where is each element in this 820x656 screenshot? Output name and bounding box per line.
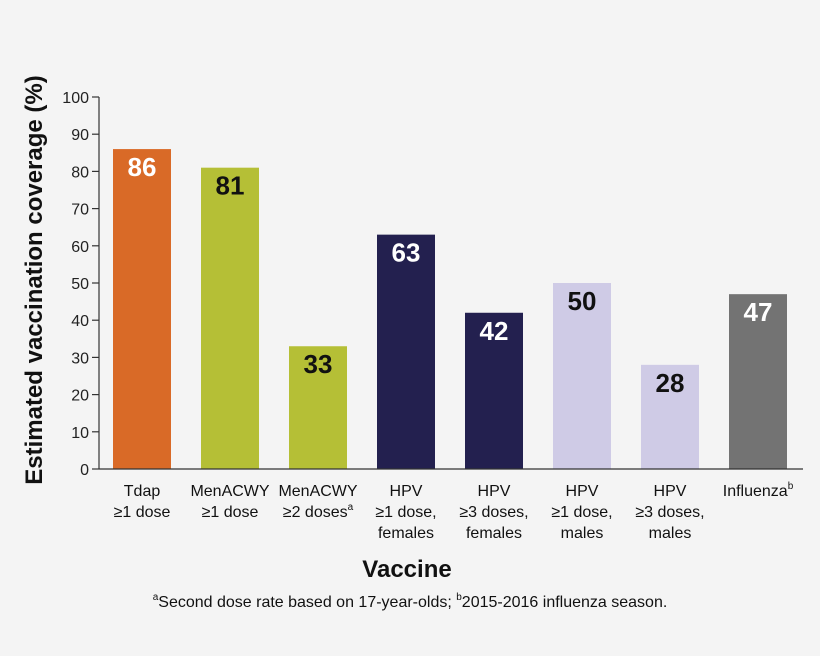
bar bbox=[465, 312, 523, 469]
x-axis: Tdap ≥1 dose MenACWY ≥1 dose MenACWY ≥2 doses… bbox=[99, 468, 803, 542]
x-tick-label: MenACWY bbox=[190, 483, 269, 500]
x-axis-title: Vaccine bbox=[362, 556, 451, 583]
bar bbox=[641, 364, 699, 469]
footnote-mark-b: b bbox=[456, 592, 462, 603]
bar bbox=[729, 294, 787, 469]
bar-value-label: 50 bbox=[568, 286, 597, 316]
y-tick-label: 40 bbox=[71, 313, 89, 330]
x-tick-label: HPV bbox=[566, 483, 599, 500]
bar bbox=[377, 234, 435, 469]
y-tick-label: 60 bbox=[71, 239, 89, 256]
x-tick-label: MenACWY bbox=[278, 483, 357, 500]
x-tick-label: ≥1 dose bbox=[202, 504, 259, 521]
x-tick-label: ≥3 doses, bbox=[635, 504, 704, 521]
y-tick-label: 100 bbox=[62, 90, 89, 107]
x-tick-label: HPV bbox=[654, 483, 687, 500]
bars: 86 81 33 63 42 50 28 47 bbox=[113, 149, 787, 469]
bar-value-label: 28 bbox=[656, 368, 685, 398]
y-tick-label: 90 bbox=[71, 127, 89, 144]
footnote-text-a: Second dose rate based on 17-year-olds; bbox=[158, 594, 457, 611]
y-axis-title: Estimated vaccination coverage (%) bbox=[21, 75, 48, 484]
footnote: aSecond dose rate based on 17-year-olds;… bbox=[0, 592, 820, 612]
bar-value-label: 33 bbox=[304, 349, 333, 379]
x-tick-label: males bbox=[561, 525, 604, 542]
x-tick-label: ≥1 dose, bbox=[551, 504, 612, 521]
x-tick-label-superscript: a bbox=[348, 502, 354, 513]
bar bbox=[113, 149, 171, 469]
x-tick-label: ≥1 dose bbox=[114, 504, 171, 521]
bar bbox=[201, 167, 259, 469]
y-axis: 0 10 20 30 40 50 60 70 80 90 100 bbox=[62, 90, 100, 479]
bar-value-label: 81 bbox=[216, 171, 245, 201]
y-tick-label: 70 bbox=[71, 202, 89, 219]
bar-value-label: 63 bbox=[392, 238, 421, 268]
x-tick-label: females bbox=[466, 525, 522, 542]
bar-value-label: 47 bbox=[744, 297, 773, 327]
x-tick-label: ≥1 dose, bbox=[375, 504, 436, 521]
y-tick-label: 10 bbox=[71, 425, 89, 442]
footnote-text-b: 2015-2016 influenza season. bbox=[461, 594, 668, 611]
bar bbox=[289, 346, 347, 469]
x-tick-label: ≥2 dosesa bbox=[283, 502, 354, 521]
y-tick-label: 20 bbox=[71, 388, 89, 405]
y-tick-label: 80 bbox=[71, 164, 89, 181]
bar bbox=[553, 283, 611, 469]
x-tick-label: Tdap bbox=[124, 483, 161, 500]
x-tick-label: ≥3 doses, bbox=[459, 504, 528, 521]
bar-value-label: 42 bbox=[480, 316, 509, 346]
x-tick-label: HPV bbox=[478, 483, 511, 500]
x-tick-label: HPV bbox=[390, 483, 423, 500]
x-tick-label: females bbox=[378, 525, 434, 542]
footnote-mark-a: a bbox=[152, 592, 159, 603]
y-tick-label: 0 bbox=[80, 462, 89, 479]
x-tick-label: Influenzab bbox=[723, 481, 794, 500]
bar-value-label: 86 bbox=[128, 152, 157, 182]
y-tick-label: 50 bbox=[71, 276, 89, 293]
x-tick-label: males bbox=[649, 525, 692, 542]
y-tick-label: 30 bbox=[71, 350, 89, 367]
x-tick-label-superscript: b bbox=[788, 481, 794, 492]
